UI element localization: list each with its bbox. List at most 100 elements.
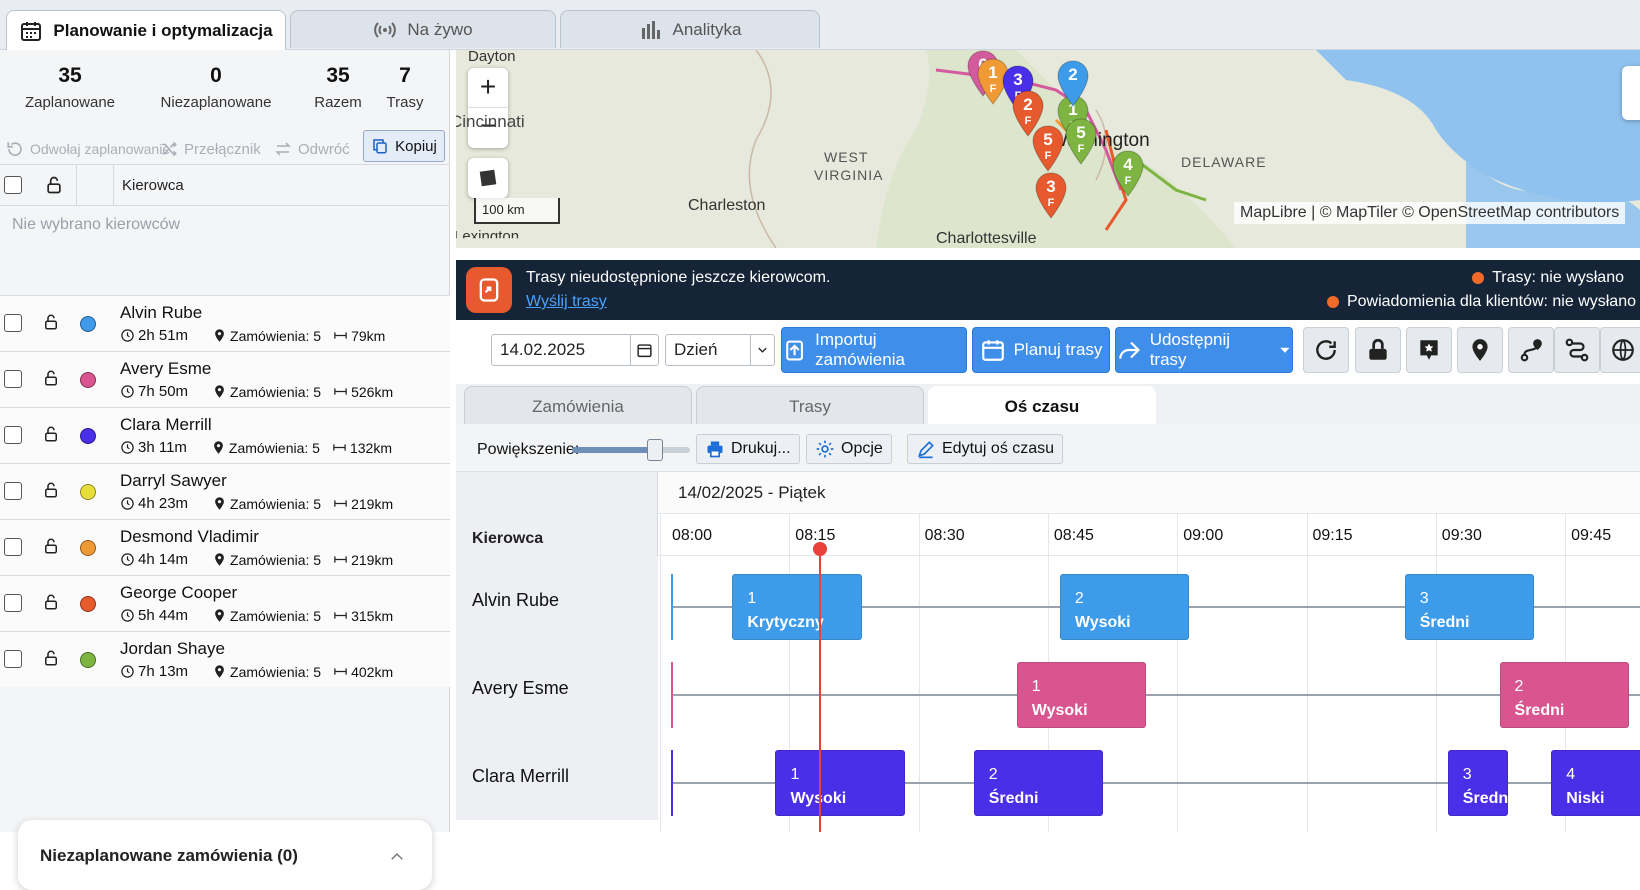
driver-time: 7h 50m <box>138 383 189 400</box>
stat-unscheduled: 0 Niezaplanowane <box>150 64 282 111</box>
hour-tick-label: 08:00 <box>672 527 713 544</box>
marker-flag: F <box>1024 115 1032 127</box>
layers-button[interactable] <box>1622 66 1640 120</box>
select-all-checkbox[interactable] <box>4 176 22 194</box>
timeline-job[interactable]: 3 Średni <box>1404 574 1534 640</box>
edit-timeline-button[interactable]: Edytuj oś czasu <box>907 434 1064 464</box>
timeline-job[interactable]: 1 Krytyczny <box>732 574 862 640</box>
driver-checkbox[interactable] <box>4 650 22 668</box>
marker-number: 4 <box>1123 155 1133 174</box>
print-button[interactable]: Drukuj... <box>696 434 800 464</box>
driver-row[interactable]: Avery Esme 7h 50m Zamówienia: 5 526km <box>0 351 450 407</box>
location-button[interactable] <box>1457 327 1503 373</box>
draw-polygon-button[interactable] <box>468 158 508 198</box>
hour-tick-label: 09:30 <box>1441 527 1482 544</box>
chevron-down-icon <box>750 335 767 365</box>
unlock-icon <box>45 538 57 554</box>
timeline-driver-label: Clara Merrill <box>456 732 658 820</box>
location-pin-icon <box>215 665 224 678</box>
unplanned-orders-panel[interactable]: Niezaplanowane zamówienia (0) <box>18 820 432 890</box>
timeline-baseline <box>672 782 1640 784</box>
distance-icon <box>334 500 347 507</box>
clock-icon <box>121 329 134 342</box>
lock-icon[interactable] <box>44 175 64 195</box>
driver-column-header: Kierowca <box>472 530 544 547</box>
send-routes-link[interactable]: Wyślij trasy <box>526 293 607 310</box>
chevron-up-icon[interactable] <box>388 848 406 866</box>
driver-checkbox[interactable] <box>4 538 22 556</box>
copy-button[interactable]: Kopiuj <box>363 130 445 162</box>
reverse-button[interactable]: Odwróć <box>274 134 350 164</box>
message-star-icon <box>1420 340 1438 360</box>
driver-column-header[interactable]: Kierowca <box>122 176 184 194</box>
driver-color-dot <box>80 596 96 612</box>
hour-tick-label: 08:45 <box>1053 527 1094 544</box>
import-orders-button[interactable]: Importuj zamówienia <box>781 327 967 373</box>
notifications-status: Powiadomienia dla klientów: nie wysłano <box>1326 293 1636 311</box>
driver-name: Desmond Vladimir <box>120 527 259 546</box>
lock-button[interactable] <box>1355 327 1401 373</box>
driver-lock-toggle[interactable] <box>42 480 60 500</box>
driver-lock-toggle[interactable] <box>42 592 60 612</box>
date-input[interactable]: 14.02.2025 <box>491 334 659 366</box>
view-select[interactable]: Dzień <box>665 334 775 366</box>
current-time-dot <box>812 542 827 556</box>
route-button[interactable] <box>1508 327 1554 373</box>
driver-lock-toggle[interactable] <box>42 648 60 668</box>
driver-lock-toggle[interactable] <box>42 368 60 388</box>
path-button[interactable] <box>1554 327 1600 373</box>
tab-routes[interactable]: Trasy <box>696 386 924 426</box>
timeline-job[interactable]: 1 Wysoki <box>1016 662 1147 728</box>
timeline-job[interactable]: 2 Średni <box>973 750 1103 816</box>
plan-routes-button[interactable]: Planuj trasy <box>972 327 1110 373</box>
status-dot <box>1472 272 1485 284</box>
refresh-button[interactable] <box>1303 327 1349 373</box>
driver-lock-toggle[interactable] <box>42 536 60 556</box>
tab-orders[interactable]: Zamówienia <box>464 386 692 426</box>
driver-row[interactable]: Jordan Shaye 7h 13m Zamówienia: 5 402km <box>0 631 450 687</box>
timeline-job[interactable]: 4 Niski <box>1551 750 1640 816</box>
driver-row[interactable]: Desmond Vladimir 4h 14m Zamówienia: 5 219km <box>0 519 450 575</box>
switch-button[interactable]: Przełącznik <box>160 134 261 164</box>
location-pin-icon <box>214 441 223 454</box>
tab-timeline[interactable]: Oś czasu <box>928 386 1156 426</box>
driver-row[interactable]: George Cooper 5h 44m Zamówienia: 5 315km <box>0 575 450 631</box>
zoom-out-button[interactable]: − <box>479 110 497 141</box>
driver-checkbox[interactable] <box>4 370 22 388</box>
driver-row[interactable]: Clara Merrill 3h 11m Zamówienia: 5 132km <box>0 407 450 463</box>
timeline-job[interactable]: 3 Średni <box>1447 750 1513 816</box>
unschedule-button[interactable]: Odwołaj zaplanowanie <box>6 134 170 164</box>
driver-checkbox[interactable] <box>4 426 22 444</box>
driver-row[interactable]: Alvin Rube 2h 51m Zamówienia: 5 79km <box>0 295 450 351</box>
tab-live[interactable]: Na żywo <box>290 10 556 48</box>
driver-row[interactable]: Darryl Sawyer 4h 23m Zamówienia: 5 219km <box>0 463 450 519</box>
driver-checkbox[interactable] <box>4 482 22 500</box>
tab-analytics[interactable]: Analityka <box>560 10 820 48</box>
driver-lock-toggle[interactable] <box>42 424 60 444</box>
timeline-job[interactable]: 2 Średni <box>1499 662 1629 728</box>
zoom-slider-handle[interactable] <box>646 439 663 461</box>
zoom-slider[interactable] <box>572 439 690 461</box>
pin-message-button[interactable] <box>1406 327 1452 373</box>
options-button[interactable]: Opcje <box>806 434 892 464</box>
map-marker[interactable]: 2 <box>1056 60 1090 108</box>
driver-checkbox[interactable] <box>4 314 22 332</box>
route-map[interactable]: + − 100 km Dayton Cincinnati WEST VIRGIN… <box>456 50 1640 248</box>
timeline-job[interactable]: 1 Wysoki <box>775 750 905 816</box>
zoom-in-button[interactable]: + <box>468 68 508 108</box>
globe-button[interactable] <box>1600 327 1640 373</box>
tab-planning[interactable]: Planowanie i optymalizacja <box>6 10 286 50</box>
share-routes-button[interactable]: Udostępnij trasy <box>1115 327 1293 373</box>
driver-distance: 402km <box>351 663 394 680</box>
driver-lock-toggle[interactable] <box>42 312 60 332</box>
calendar-icon[interactable] <box>630 335 658 365</box>
driver-checkbox[interactable] <box>4 594 22 612</box>
clock-icon <box>121 497 134 510</box>
timeline-job[interactable]: 2 Wysoki <box>1059 574 1190 640</box>
